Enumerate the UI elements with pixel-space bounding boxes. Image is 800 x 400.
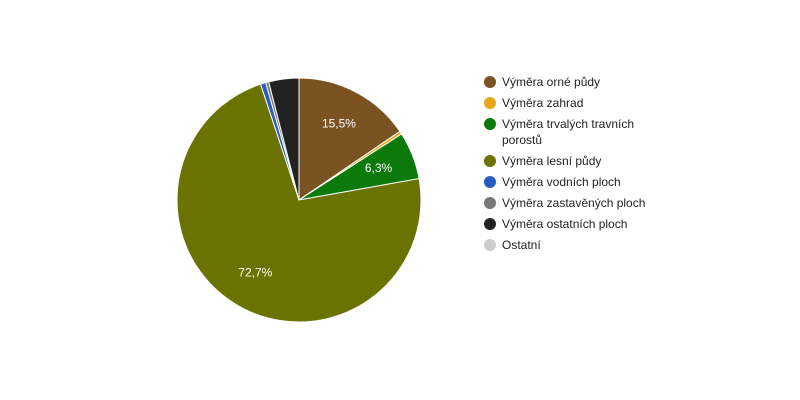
legend-swatch xyxy=(484,239,496,251)
legend-swatch xyxy=(484,97,496,109)
legend-label: Výměra ostatních ploch xyxy=(502,217,628,231)
legend-swatch xyxy=(484,218,496,230)
slice-label: 6,3% xyxy=(365,161,393,175)
legend-label: Výměra orné půdy xyxy=(502,75,601,89)
legend-swatch xyxy=(484,118,496,130)
legend-swatch xyxy=(484,155,496,167)
slice-label: 15,5% xyxy=(322,117,356,131)
legend-item: Výměra zahrad xyxy=(484,95,674,111)
legend-item: Výměra orné půdy xyxy=(484,74,674,90)
legend-swatch xyxy=(484,197,496,209)
legend-label: Výměra trvalých travních porostů xyxy=(502,117,635,147)
legend-label: Ostatní xyxy=(502,238,541,252)
legend-item: Výměra trvalých travních porostů xyxy=(484,116,674,148)
legend-item: Výměra lesní půdy xyxy=(484,153,674,169)
legend-item: Výměra vodních ploch xyxy=(484,174,674,190)
legend-item: Ostatní xyxy=(484,237,674,253)
legend-label: Výměra lesní půdy xyxy=(502,154,602,168)
legend-swatch xyxy=(484,176,496,188)
legend-swatch xyxy=(484,76,496,88)
legend-label: Výměra vodních ploch xyxy=(502,175,621,189)
legend-item: Výměra zastavěných ploch xyxy=(484,195,674,211)
pie-slice xyxy=(176,83,422,323)
pie-slice xyxy=(298,77,401,201)
legend: Výměra orné půdy Výměra zahrad Výměra trva… xyxy=(484,74,674,258)
legend-item: Výměra ostatních ploch xyxy=(484,216,674,232)
legend-label: Výměra zahrad xyxy=(502,96,584,110)
slice-label: 72,7% xyxy=(238,266,272,280)
legend-label: Výměra zastavěných ploch xyxy=(502,196,646,210)
